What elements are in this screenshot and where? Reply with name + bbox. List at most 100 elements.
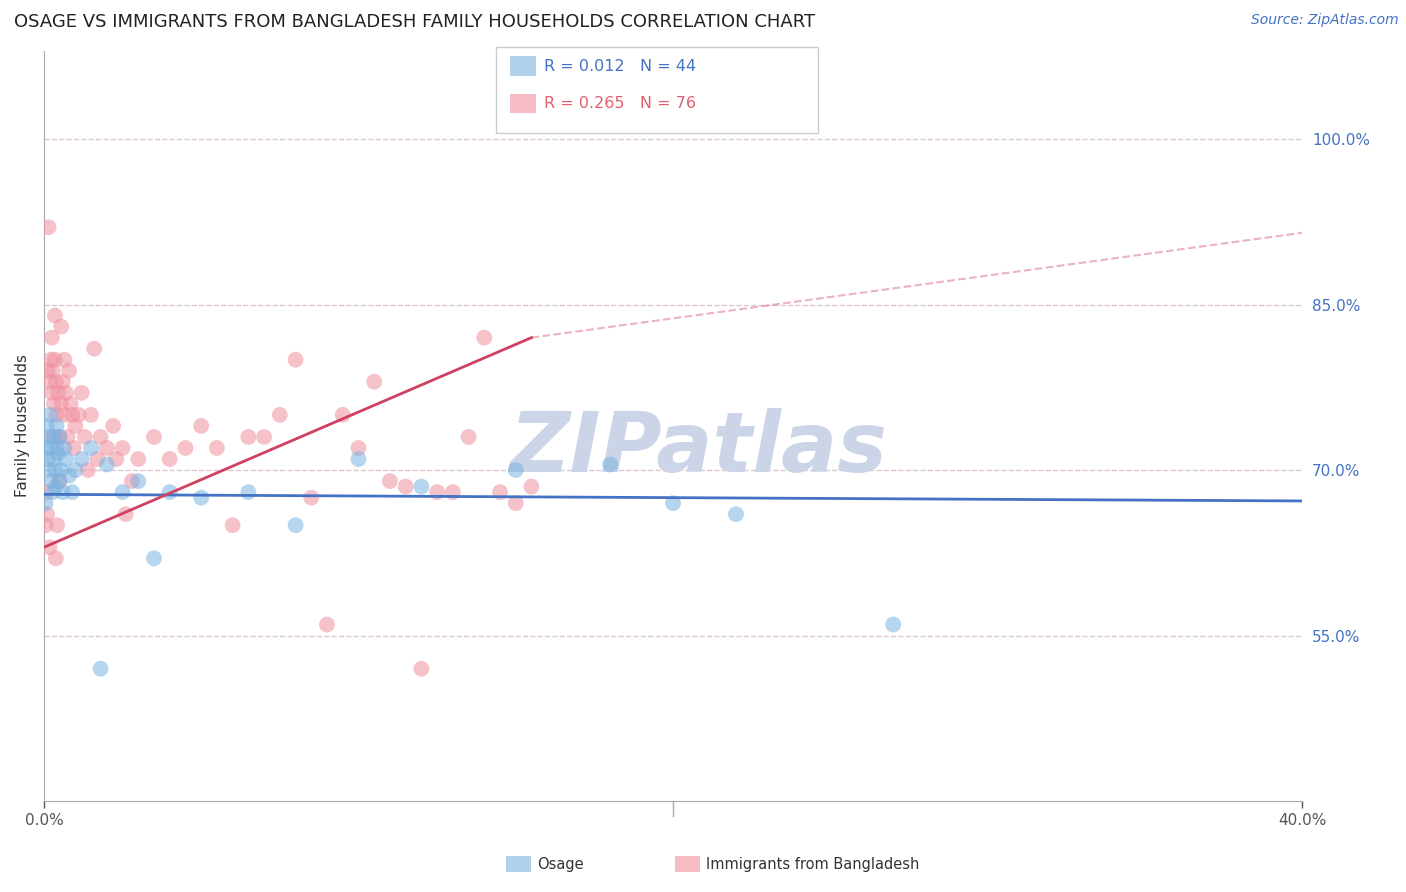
Text: ZIPatlas: ZIPatlas <box>509 408 887 489</box>
Point <box>48 430 70 444</box>
Point <box>46 441 69 455</box>
Point <box>34 496 56 510</box>
Point <box>53 352 76 367</box>
Point <box>39 352 62 367</box>
Point <box>505 463 527 477</box>
Point <box>284 352 307 367</box>
Point <box>411 480 433 494</box>
Point <box>284 518 307 533</box>
Point <box>45 551 67 566</box>
Point <box>35 418 58 433</box>
Point <box>238 430 260 444</box>
Text: R = 0.012   N = 44: R = 0.012 N = 44 <box>544 59 696 73</box>
Point <box>363 375 385 389</box>
Point <box>111 485 134 500</box>
Point <box>37 364 59 378</box>
Point <box>51 397 73 411</box>
Point <box>238 485 260 500</box>
Point <box>159 485 181 500</box>
Point <box>205 441 228 455</box>
Point <box>121 474 143 488</box>
Point <box>662 496 685 510</box>
Point <box>96 458 118 472</box>
Point <box>378 474 401 488</box>
Point <box>77 463 100 477</box>
Point <box>37 452 59 467</box>
Point <box>45 408 67 422</box>
Point <box>299 491 322 505</box>
Point <box>58 364 80 378</box>
Point <box>42 452 65 467</box>
Point <box>505 496 527 510</box>
Text: Osage: Osage <box>537 857 583 871</box>
Point <box>73 430 96 444</box>
Point <box>67 408 90 422</box>
Point <box>190 418 212 433</box>
Point <box>51 463 73 477</box>
Text: OSAGE VS IMMIGRANTS FROM BANGLADESH FAMILY HOUSEHOLDS CORRELATION CHART: OSAGE VS IMMIGRANTS FROM BANGLADESH FAMI… <box>14 13 815 31</box>
Point <box>724 507 747 521</box>
Point <box>347 452 370 467</box>
Point <box>221 518 243 533</box>
Point <box>62 441 84 455</box>
Point <box>41 364 63 378</box>
Point <box>55 452 77 467</box>
Text: Immigrants from Bangladesh: Immigrants from Bangladesh <box>706 857 920 871</box>
Point <box>56 430 79 444</box>
Point <box>80 441 103 455</box>
Point <box>42 397 65 411</box>
Point <box>42 430 65 444</box>
Text: Source: ZipAtlas.com: Source: ZipAtlas.com <box>1251 13 1399 28</box>
Point <box>60 485 83 500</box>
Point <box>80 408 103 422</box>
Point <box>114 507 136 521</box>
Point <box>599 458 621 472</box>
Point <box>520 480 543 494</box>
Point <box>411 662 433 676</box>
Y-axis label: Family Households: Family Households <box>15 354 30 498</box>
Point <box>89 662 111 676</box>
Point <box>42 430 65 444</box>
Point <box>46 518 69 533</box>
Point <box>53 408 76 422</box>
Point <box>52 485 75 500</box>
Point <box>34 518 56 533</box>
Point <box>60 408 83 422</box>
Point <box>143 430 166 444</box>
Point <box>472 330 495 344</box>
Point <box>58 468 80 483</box>
Point <box>127 474 149 488</box>
Point <box>83 342 105 356</box>
Point <box>59 397 82 411</box>
Point <box>86 452 108 467</box>
Point <box>35 507 58 521</box>
Point <box>70 385 93 400</box>
Point <box>41 330 63 344</box>
Point <box>489 485 512 500</box>
Point <box>38 430 60 444</box>
Point <box>55 385 77 400</box>
Point <box>347 441 370 455</box>
Point <box>52 375 75 389</box>
Point <box>39 408 62 422</box>
Point <box>332 408 354 422</box>
Point <box>44 463 66 477</box>
Point <box>46 446 69 460</box>
Text: R = 0.265   N = 76: R = 0.265 N = 76 <box>544 96 696 111</box>
Point <box>441 485 464 500</box>
Point <box>44 352 66 367</box>
Point <box>39 375 62 389</box>
Point <box>143 551 166 566</box>
Point <box>65 463 87 477</box>
Point <box>38 220 60 235</box>
Point <box>46 385 69 400</box>
Point <box>44 309 66 323</box>
Point <box>51 319 73 334</box>
Point <box>101 418 124 433</box>
Point <box>35 441 58 455</box>
Point <box>48 430 70 444</box>
Point <box>426 485 449 500</box>
Point <box>35 485 58 500</box>
Point <box>105 452 128 467</box>
Point <box>53 441 76 455</box>
